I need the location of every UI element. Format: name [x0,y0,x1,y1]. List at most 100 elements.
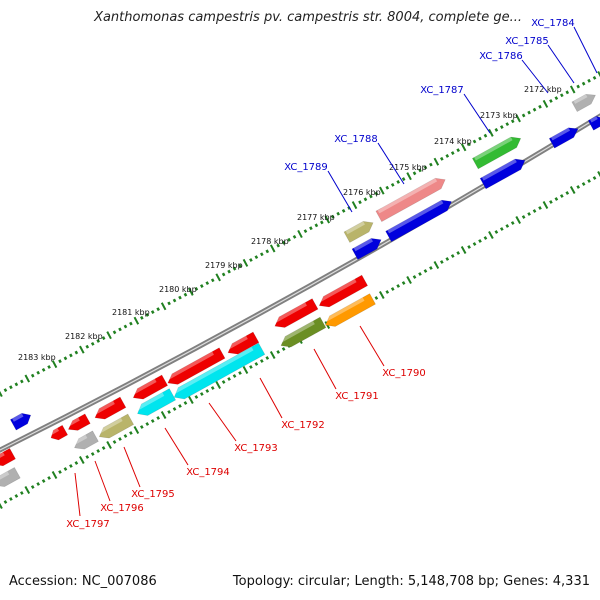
outer-scale-tick [429,162,433,167]
outer-scale-tick [287,237,291,242]
inner-scale-tick [63,467,68,471]
scale-label: 2174 kbp [434,137,472,146]
gene-xc1794 [132,374,169,400]
leader-line [74,472,81,517]
reverse-gene-label: XC_1792 [281,420,325,431]
outer-scale-tick [188,287,194,296]
gene-edge-gray [0,467,21,487]
outer-scale-tick [581,81,586,86]
inner-scale-tick [3,500,8,504]
outer-scale-tick [390,182,395,187]
outer-scale-tick [521,113,526,118]
outer-scale-tick [238,263,242,268]
inner-scale-tick [123,434,128,438]
outer-scale-tick [205,281,210,286]
outer-scale-tick [249,258,253,262]
inner-scale-tick [36,482,40,486]
outer-scale-tick [494,128,499,132]
reverse-gene-label: XC_1796 [100,503,144,514]
outer-scale-tick [106,331,112,340]
inner-scale-tick [423,269,428,273]
gene-xc1795 [93,396,127,420]
inner-scale-tick [194,395,199,399]
inner-scale-tick [433,261,440,269]
inner-scale-tick [249,365,253,369]
inner-scale-tick [554,197,559,201]
scale-label: 2182 kbp [65,332,103,341]
inner-scale-tick [592,176,597,180]
scale-label: 2183 kbp [18,353,56,362]
outer-scale-tick [90,341,95,346]
outer-scale-tick [554,96,559,101]
outer-scale-tick [129,321,133,326]
inner-scale-tick [178,404,182,408]
inner-scale-tick [587,179,591,183]
outer-scale-tick [488,128,494,137]
outer-scale-tick [467,142,471,147]
outer-scale-tick [145,313,150,317]
leader-line [327,170,353,213]
outer-scale-tick [500,125,504,129]
outer-scale-tick [412,171,417,176]
forward-gene-label: XC_1786 [479,51,523,62]
outer-scale-tick [101,336,106,340]
outer-scale-tick [79,345,85,354]
leader-line [208,402,237,442]
gene-arrows [0,93,600,487]
outer-scale-tick [167,301,171,306]
inner-scale-tick [527,212,531,216]
outer-scale-tick [178,295,182,300]
gene-xc1793b [172,342,266,400]
inner-scale-tick [215,381,221,389]
gene-xc1795b [98,413,135,439]
inner-scale-tick [418,272,422,276]
forward-gene-label: XC_1789 [284,162,328,173]
inner-scale-tick [172,407,177,411]
inner-scale-tick [221,380,226,384]
outer-scale-tick [314,223,319,228]
inner-scale-tick [47,476,51,480]
outer-scale-tick [592,75,597,80]
gene-xc1791b [279,316,327,348]
outer-scale-tick [20,379,24,384]
inner-scale-tick [597,171,600,178]
leader-line [313,348,337,390]
outer-scale-tick [172,298,177,303]
inner-scale-tick [205,389,210,393]
inner-scale-tick [112,440,117,444]
outer-scale-tick [69,353,73,358]
inner-scale-tick [160,411,167,419]
inner-scale-tick [494,230,499,234]
outer-scale-tick [160,302,167,311]
inner-scale-tick [79,456,85,464]
inner-scale-tick [581,182,586,186]
inner-scale-tick [133,426,140,434]
leader-line [359,325,385,367]
inner-scale-tick [276,350,280,354]
inner-scale-tick [232,374,237,378]
outer-scale-tick [260,252,264,257]
inner-scale-tick [150,419,155,423]
reverse-gene-label: XC_1795 [131,489,175,500]
inner-scale-tick [390,287,395,291]
inner-scale-tick [560,194,564,198]
gene-xc1784 [571,93,596,113]
outer-scale-tick [0,390,3,398]
outer-scale-tick [242,258,249,267]
outer-scale-tick [200,284,204,288]
inner-scale-tick [24,486,31,494]
inner-scale-tick [532,209,537,213]
scale-label: 2178 kbp [251,237,289,246]
inner-scale-tick [106,441,112,449]
outer-scale-tick [483,133,488,138]
inner-scale-tick [576,185,580,189]
inner-scale-tick [521,215,526,219]
leader-line [463,93,491,134]
outer-scale-tick [351,201,358,210]
outer-scale-tick [440,156,444,161]
gene-xc1785b [587,115,600,131]
outer-scale-tick [9,385,13,390]
inner-scale-tick [188,396,194,404]
reverse-gene-label: XC_1790 [382,368,426,379]
